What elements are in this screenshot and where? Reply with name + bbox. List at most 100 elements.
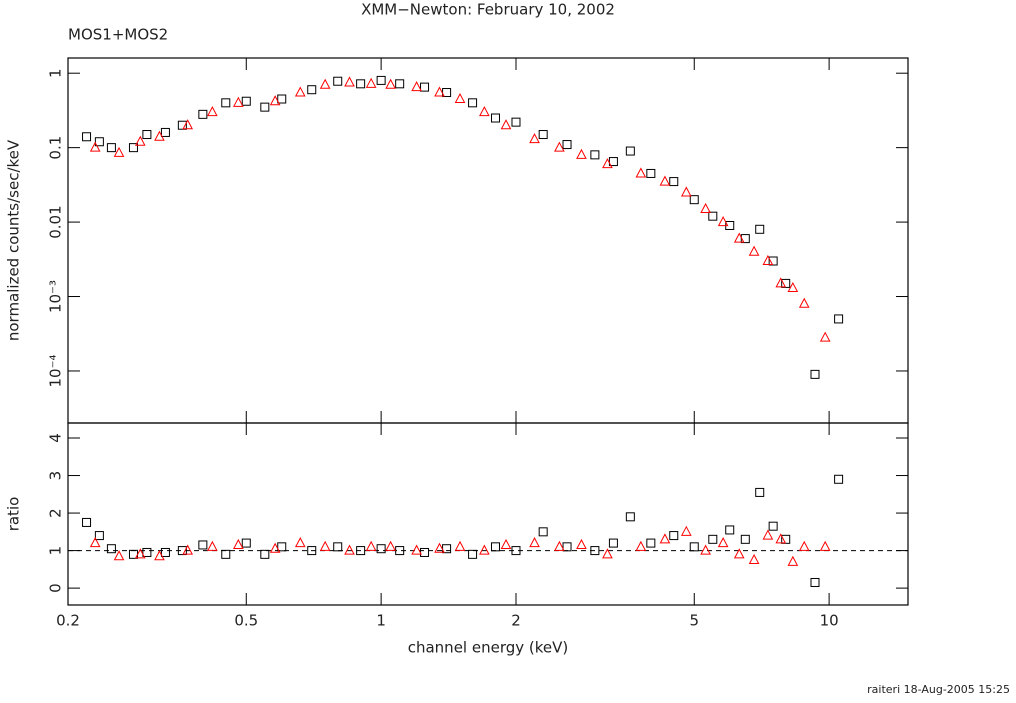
triangle-marker [269, 542, 281, 553]
triangle-marker [113, 550, 125, 561]
triangle-marker [454, 540, 466, 551]
square-marker [82, 517, 92, 527]
square-marker [608, 538, 618, 548]
triangle-marker [680, 525, 692, 536]
square-marker [333, 76, 343, 86]
triangle-marker [182, 119, 194, 130]
square-marker [538, 130, 548, 140]
triangle-marker [365, 77, 377, 88]
triangle-marker [500, 538, 512, 549]
square-marker [646, 538, 656, 548]
square-marker [94, 531, 104, 541]
square-marker [356, 79, 366, 89]
square-marker [142, 547, 152, 557]
square-marker [646, 168, 656, 178]
square-marker [277, 542, 287, 552]
square-marker [755, 224, 765, 234]
triangle-marker [207, 540, 218, 551]
square-marker [562, 542, 572, 552]
square-marker [708, 534, 718, 544]
triangle-marker [294, 537, 306, 548]
triangle-marker [700, 202, 711, 213]
triangle-marker [762, 254, 774, 266]
triangle-marker [576, 148, 587, 159]
y-tick-label: 0.01 [47, 205, 65, 238]
square-marker [395, 79, 405, 89]
triangle-marker [602, 548, 613, 559]
x-tick-label: 0.5 [234, 612, 258, 630]
y-axis-label: normalized counts/sec/keV [5, 139, 23, 341]
plot-frame [67, 57, 909, 424]
y-tick-label: 1 [47, 546, 65, 556]
triangle-marker [554, 540, 565, 551]
triangle-marker [680, 186, 692, 197]
triangle-marker [529, 133, 540, 144]
triangle-marker [787, 555, 799, 566]
square-marker [142, 130, 152, 140]
square-marker [376, 75, 386, 85]
triangle-marker [717, 216, 729, 227]
y-tick-label: 4 [47, 433, 65, 443]
triangle-marker [319, 78, 331, 89]
square-marker [625, 512, 635, 522]
triangle-marker [134, 135, 146, 146]
triangle-marker [798, 297, 810, 308]
triangle-marker [733, 548, 745, 559]
y-tick-label: 2 [47, 508, 65, 518]
square-marker [511, 546, 521, 556]
triangle-marker [659, 175, 671, 186]
square-marker [356, 546, 366, 556]
square-marker [708, 211, 718, 221]
y-tick-label: 0.1 [47, 136, 65, 160]
triangle-marker [775, 277, 787, 288]
triangle-marker [434, 542, 445, 553]
triangle-marker [748, 245, 760, 256]
x-tick-label: 2 [511, 612, 521, 630]
square-marker [307, 546, 317, 556]
square-marker [221, 98, 231, 108]
square-marker [590, 150, 600, 160]
square-marker [689, 542, 699, 552]
y-tick-label: 10⁻³ [47, 280, 65, 313]
triangle-marker [269, 95, 281, 106]
triangle-marker [182, 544, 194, 555]
square-marker [106, 544, 116, 554]
triangle-marker [385, 540, 396, 551]
square-marker [198, 109, 208, 119]
square-marker [420, 547, 430, 557]
x-axis-label: channel energy (keV) [408, 639, 569, 657]
triangle-marker [113, 146, 125, 157]
square-marker [490, 113, 500, 123]
triangle-marker [576, 538, 587, 549]
square-marker [260, 102, 270, 112]
square-marker [277, 94, 287, 104]
square-marker [625, 146, 635, 156]
square-marker [810, 369, 820, 379]
triangle-marker [529, 537, 540, 548]
triangle-marker [385, 78, 396, 89]
square-marker [241, 538, 251, 548]
square-marker [725, 525, 735, 535]
triangle-marker [411, 81, 422, 92]
square-marker [94, 137, 104, 147]
triangle-marker [733, 232, 745, 243]
triangle-marker [787, 281, 799, 293]
triangle-marker [717, 537, 729, 548]
square-marker [834, 314, 844, 324]
triangle-marker [479, 544, 490, 555]
square-marker [260, 549, 270, 559]
triangle-marker [819, 331, 831, 342]
triangle-marker [454, 92, 466, 104]
triangle-marker [134, 548, 146, 559]
triangle-marker [602, 158, 613, 169]
square-marker [307, 85, 317, 95]
square-marker [834, 474, 844, 484]
square-marker [810, 577, 820, 587]
triangle-marker [500, 119, 512, 130]
triangle-marker [154, 130, 165, 141]
triangle-marker [819, 540, 831, 551]
square-marker [669, 177, 679, 187]
x-tick-label: 5 [689, 612, 699, 630]
y-axis-label: ratio [5, 497, 23, 532]
